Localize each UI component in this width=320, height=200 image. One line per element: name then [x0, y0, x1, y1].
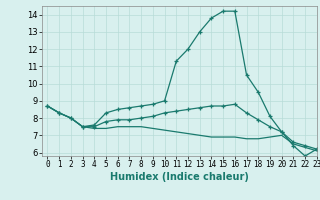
X-axis label: Humidex (Indice chaleur): Humidex (Indice chaleur) [110, 172, 249, 182]
